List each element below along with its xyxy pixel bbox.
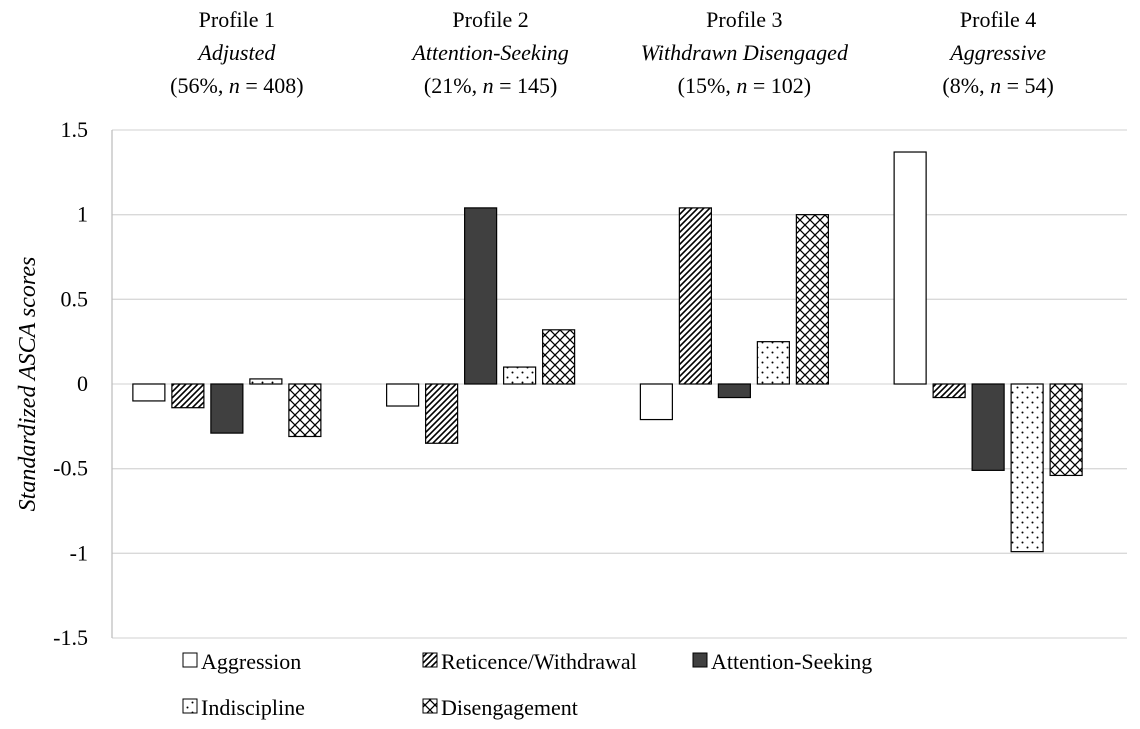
y-tick-label: -0.5 xyxy=(53,456,88,481)
bar-reticence-withdrawal-profile-1 xyxy=(171,383,205,409)
bar-reticence-withdrawal-profile-2 xyxy=(425,383,459,444)
y-tick-label: -1 xyxy=(70,540,88,565)
profile-percent: (8%, xyxy=(942,73,990,98)
legend: Aggression Reticence/Withdrawal Attention-… xyxy=(182,649,872,720)
y-tick-label: 0 xyxy=(77,371,88,396)
legend-swatch xyxy=(182,652,198,668)
legend-swatch xyxy=(182,698,198,714)
y-tick-label: 0.5 xyxy=(61,286,89,311)
bar-disengagement-profile-4 xyxy=(1049,383,1083,477)
profile-n-symbol: n xyxy=(736,73,747,98)
profile-title: Profile 2 xyxy=(452,7,528,32)
profile-size: (15%, n = 102) xyxy=(678,73,811,98)
profile-n-symbol: n xyxy=(990,73,1001,98)
bar-disengagement-profile-3 xyxy=(795,214,829,385)
bar-aggression-profile-1 xyxy=(132,383,166,402)
profile-name: Aggressive xyxy=(948,40,1046,65)
profile-percent: (56%, xyxy=(170,73,229,98)
profile-n-value: = 145) xyxy=(494,73,558,98)
legend-label: Aggression xyxy=(201,649,301,674)
legend-label: Indiscipline xyxy=(201,695,305,720)
profile-name: Adjusted xyxy=(196,40,276,65)
profile-percent: (15%, xyxy=(678,73,737,98)
bar-aggression-profile-3 xyxy=(639,383,673,421)
profile-title: Profile 4 xyxy=(960,7,1036,32)
legend-label: Disengagement xyxy=(441,695,578,720)
bar-attention-seeking-profile-1 xyxy=(210,383,244,434)
profile-name: Withdrawn Disengaged xyxy=(641,40,849,65)
bar-attention-seeking-profile-4 xyxy=(971,383,1005,471)
bar-attention-seeking-profile-3 xyxy=(717,383,751,399)
bar-indiscipline-profile-2 xyxy=(503,366,537,385)
bar-reticence-withdrawal-profile-4 xyxy=(932,383,966,399)
bar-disengagement-profile-2 xyxy=(542,329,576,385)
y-tick-label: 1.5 xyxy=(61,117,89,142)
legend-label: Attention-Seeking xyxy=(711,649,872,674)
legend-swatch xyxy=(422,652,438,668)
profile-labels: Profile 1 Adjusted (56%, n = 408) Profile 2… xyxy=(170,7,1054,98)
bar-disengagement-profile-1 xyxy=(288,383,322,438)
profile-n-value: = 408) xyxy=(240,73,304,98)
legend-label: Reticence/Withdrawal xyxy=(441,649,637,674)
bar-aggression-profile-4 xyxy=(893,151,927,385)
profile-size: (21%, n = 145) xyxy=(424,73,557,98)
profile-n-symbol: n xyxy=(483,73,494,98)
bar-indiscipline-profile-1 xyxy=(249,378,283,385)
profile-title: Profile 1 xyxy=(199,7,275,32)
bars xyxy=(132,151,1083,553)
profile-n-symbol: n xyxy=(229,73,240,98)
legend-swatch xyxy=(692,652,708,668)
profile-title: Profile 3 xyxy=(706,7,782,32)
bar-indiscipline-profile-4 xyxy=(1010,383,1044,553)
bar-indiscipline-profile-3 xyxy=(756,341,790,385)
y-axis-label: Standardized ASCA scores xyxy=(15,257,41,512)
profile-name: Attention-Seeking xyxy=(410,40,568,65)
profile-n-value: = 54) xyxy=(1001,73,1054,98)
y-tick-label: 1 xyxy=(77,202,88,227)
profile-n-value: = 102) xyxy=(747,73,811,98)
profile-percent: (21%, xyxy=(424,73,483,98)
bar-aggression-profile-2 xyxy=(386,383,420,407)
bar-reticence-withdrawal-profile-3 xyxy=(678,207,712,385)
profile-size: (8%, n = 54) xyxy=(942,73,1053,98)
bar-attention-seeking-profile-2 xyxy=(464,207,498,385)
profile-size: (56%, n = 408) xyxy=(170,73,303,98)
y-axis-ticks: 1.5 1 0.5 0 -0.5 -1 -1.5 xyxy=(53,117,88,650)
y-tick-label: -1.5 xyxy=(53,625,88,650)
legend-swatch xyxy=(422,698,438,714)
